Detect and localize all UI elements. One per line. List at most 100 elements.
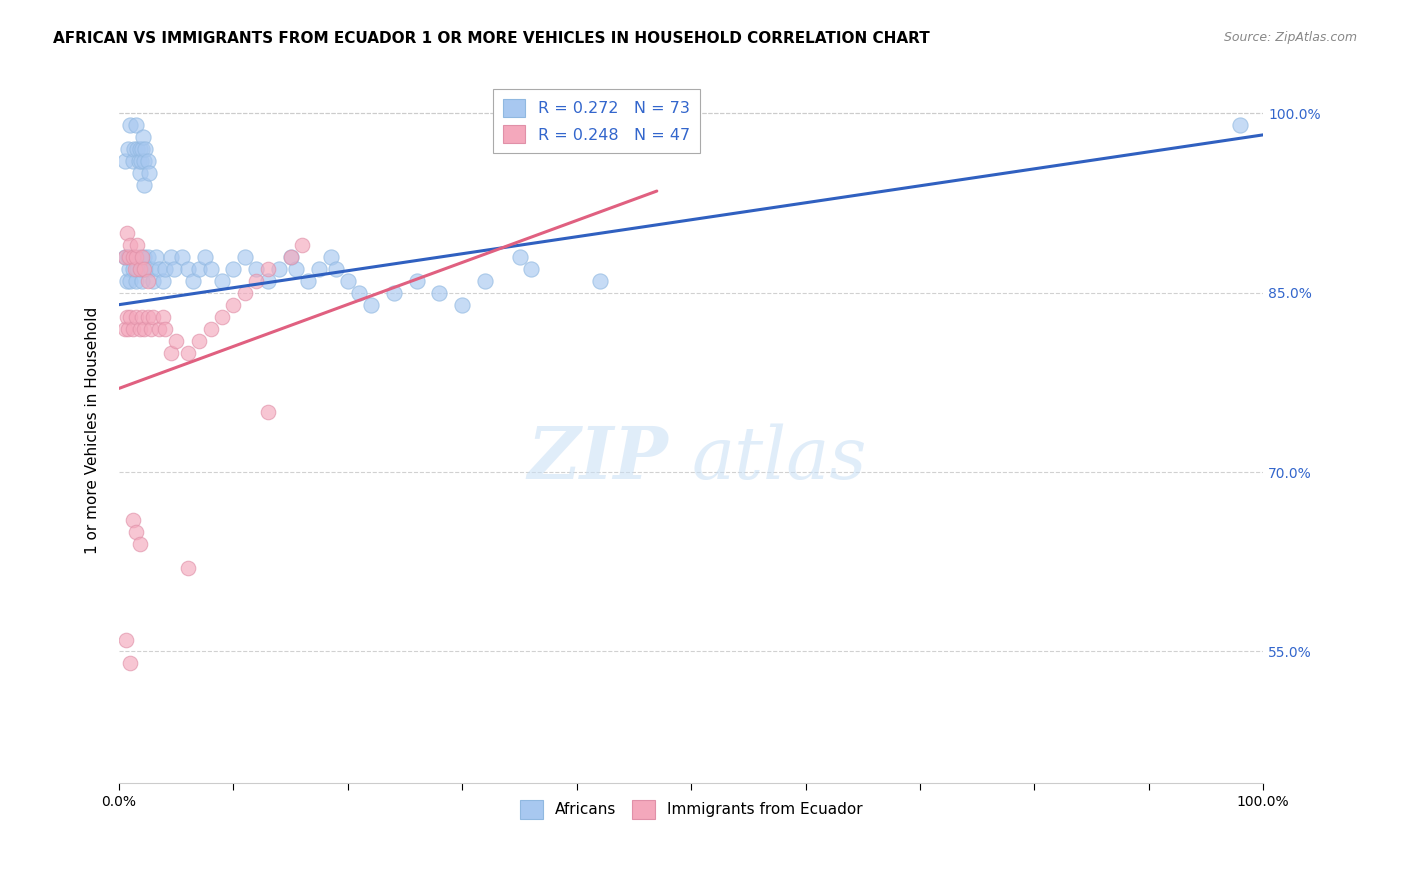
Point — [319, 250, 342, 264]
Point — [125, 310, 148, 324]
Point — [115, 274, 138, 288]
Point — [508, 250, 530, 264]
Point — [121, 513, 143, 527]
Point — [153, 321, 176, 335]
Point — [280, 250, 302, 264]
Point — [124, 261, 146, 276]
Point — [256, 274, 278, 288]
Point — [127, 261, 149, 276]
Point — [159, 345, 181, 359]
Point — [128, 537, 150, 551]
Point — [336, 274, 359, 288]
Point — [349, 285, 371, 300]
Point — [211, 274, 233, 288]
Point — [122, 250, 145, 264]
Point — [136, 154, 159, 169]
Point — [291, 238, 314, 252]
Point — [128, 142, 150, 156]
Point — [142, 310, 165, 324]
Point — [120, 118, 142, 132]
Point — [121, 250, 143, 264]
Point — [121, 321, 143, 335]
Point — [115, 310, 138, 324]
Point — [159, 250, 181, 264]
Point — [122, 142, 145, 156]
Point — [222, 261, 245, 276]
Point — [134, 321, 156, 335]
Point — [200, 261, 222, 276]
Point — [429, 285, 451, 300]
Point — [382, 285, 405, 300]
Point — [114, 154, 136, 169]
Point — [117, 142, 139, 156]
Point — [131, 142, 153, 156]
Point — [117, 321, 139, 335]
Point — [132, 261, 155, 276]
Point — [115, 226, 138, 240]
Point — [121, 154, 143, 169]
Point — [128, 250, 150, 264]
Point — [117, 250, 139, 264]
Point — [139, 261, 162, 276]
Point — [297, 274, 319, 288]
Point — [120, 274, 142, 288]
Text: atlas: atlas — [692, 423, 866, 494]
Point — [1229, 118, 1251, 132]
Point — [170, 250, 193, 264]
Point — [145, 250, 167, 264]
Point — [176, 345, 198, 359]
Point — [121, 261, 143, 276]
Point — [128, 321, 150, 335]
Point — [129, 154, 152, 169]
Point — [269, 261, 291, 276]
Point — [131, 250, 153, 264]
Point — [136, 250, 159, 264]
Point — [194, 250, 217, 264]
Point — [200, 321, 222, 335]
Text: ZIP: ZIP — [527, 423, 668, 494]
Point — [325, 261, 347, 276]
Legend: Africans, Immigrants from Ecuador: Africans, Immigrants from Ecuador — [513, 794, 869, 825]
Point — [285, 261, 308, 276]
Point — [163, 261, 186, 276]
Point — [120, 657, 142, 671]
Point — [129, 261, 152, 276]
Point — [115, 632, 138, 647]
Point — [134, 178, 156, 192]
Point — [308, 261, 330, 276]
Point — [134, 250, 156, 264]
Point — [233, 250, 256, 264]
Point — [245, 274, 267, 288]
Point — [360, 298, 382, 312]
Point — [183, 274, 205, 288]
Point — [131, 274, 153, 288]
Point — [134, 261, 156, 276]
Point — [280, 250, 302, 264]
Point — [176, 261, 198, 276]
Point — [136, 274, 159, 288]
Point — [152, 310, 174, 324]
Point — [256, 405, 278, 419]
Point — [128, 154, 150, 169]
Point — [134, 261, 156, 276]
Point — [114, 250, 136, 264]
Point — [233, 285, 256, 300]
Point — [256, 261, 278, 276]
Point — [128, 261, 150, 276]
Point — [131, 310, 153, 324]
Text: AFRICAN VS IMMIGRANTS FROM ECUADOR 1 OR MORE VEHICLES IN HOUSEHOLD CORRELATION C: AFRICAN VS IMMIGRANTS FROM ECUADOR 1 OR … — [53, 31, 931, 46]
Point — [125, 524, 148, 539]
Point — [134, 154, 156, 169]
Point — [120, 310, 142, 324]
Point — [127, 142, 149, 156]
Point — [114, 321, 136, 335]
Point — [139, 321, 162, 335]
Point — [125, 118, 148, 132]
Point — [125, 274, 148, 288]
Point — [128, 166, 150, 180]
Point — [245, 261, 267, 276]
Point — [211, 310, 233, 324]
Point — [588, 274, 610, 288]
Point — [188, 261, 211, 276]
Point — [118, 261, 141, 276]
